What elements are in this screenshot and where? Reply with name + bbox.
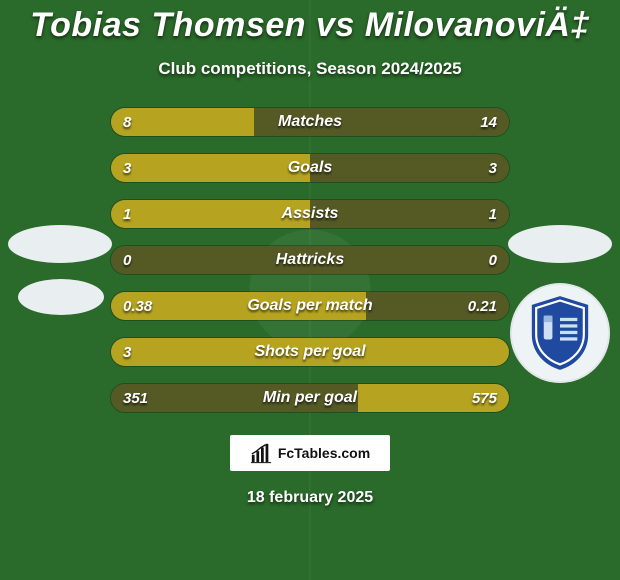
stat-label: Matches: [111, 108, 509, 136]
left-team-ellipse-1: [8, 225, 112, 263]
stat-label: Assists: [111, 200, 509, 228]
bar-chart-icon: [250, 442, 272, 464]
right-team-crest: [510, 283, 610, 383]
stat-row: 351575Min per goal: [110, 383, 510, 413]
right-team-ellipse: [508, 225, 612, 263]
stat-row: 11Assists: [110, 199, 510, 229]
page-subtitle: Club competitions, Season 2024/2025: [0, 59, 620, 79]
stat-row: 0.380.21Goals per match: [110, 291, 510, 321]
stat-label: Shots per goal: [111, 338, 509, 366]
stat-label: Min per goal: [111, 384, 509, 412]
page-title: Tobias Thomsen vs MilovanoviÄ‡: [0, 0, 620, 45]
comparison-area: 814Matches 33Goals 11Assists 00Hattricks 0.3…: [0, 107, 620, 417]
stat-bars: 814Matches 33Goals 11Assists 00Hattricks 0.3…: [110, 107, 510, 429]
logo-text: FcTables.com: [278, 445, 370, 461]
shield-icon: [527, 294, 593, 372]
left-team-ellipse-2: [18, 279, 104, 315]
stat-label: Goals: [111, 154, 509, 182]
stat-label: Goals per match: [111, 292, 509, 320]
stat-row: 3Shots per goal: [110, 337, 510, 367]
fctables-logo: FcTables.com: [230, 435, 390, 471]
stat-label: Hattricks: [111, 246, 509, 274]
stat-row: 814Matches: [110, 107, 510, 137]
stat-row: 00Hattricks: [110, 245, 510, 275]
footer-date: 18 february 2025: [0, 489, 620, 507]
stat-row: 33Goals: [110, 153, 510, 183]
